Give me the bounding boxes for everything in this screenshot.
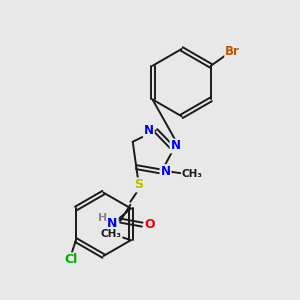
Text: CH₃: CH₃ [182, 169, 203, 178]
Text: N: N [160, 165, 170, 178]
Text: N: N [170, 140, 181, 152]
Text: N: N [144, 124, 154, 137]
Text: N: N [107, 217, 118, 230]
Text: S: S [134, 178, 143, 191]
Text: H: H [98, 213, 107, 223]
Text: Br: Br [225, 45, 240, 58]
Text: O: O [145, 218, 155, 231]
Text: CH₃: CH₃ [100, 229, 122, 239]
Text: Cl: Cl [64, 254, 78, 266]
